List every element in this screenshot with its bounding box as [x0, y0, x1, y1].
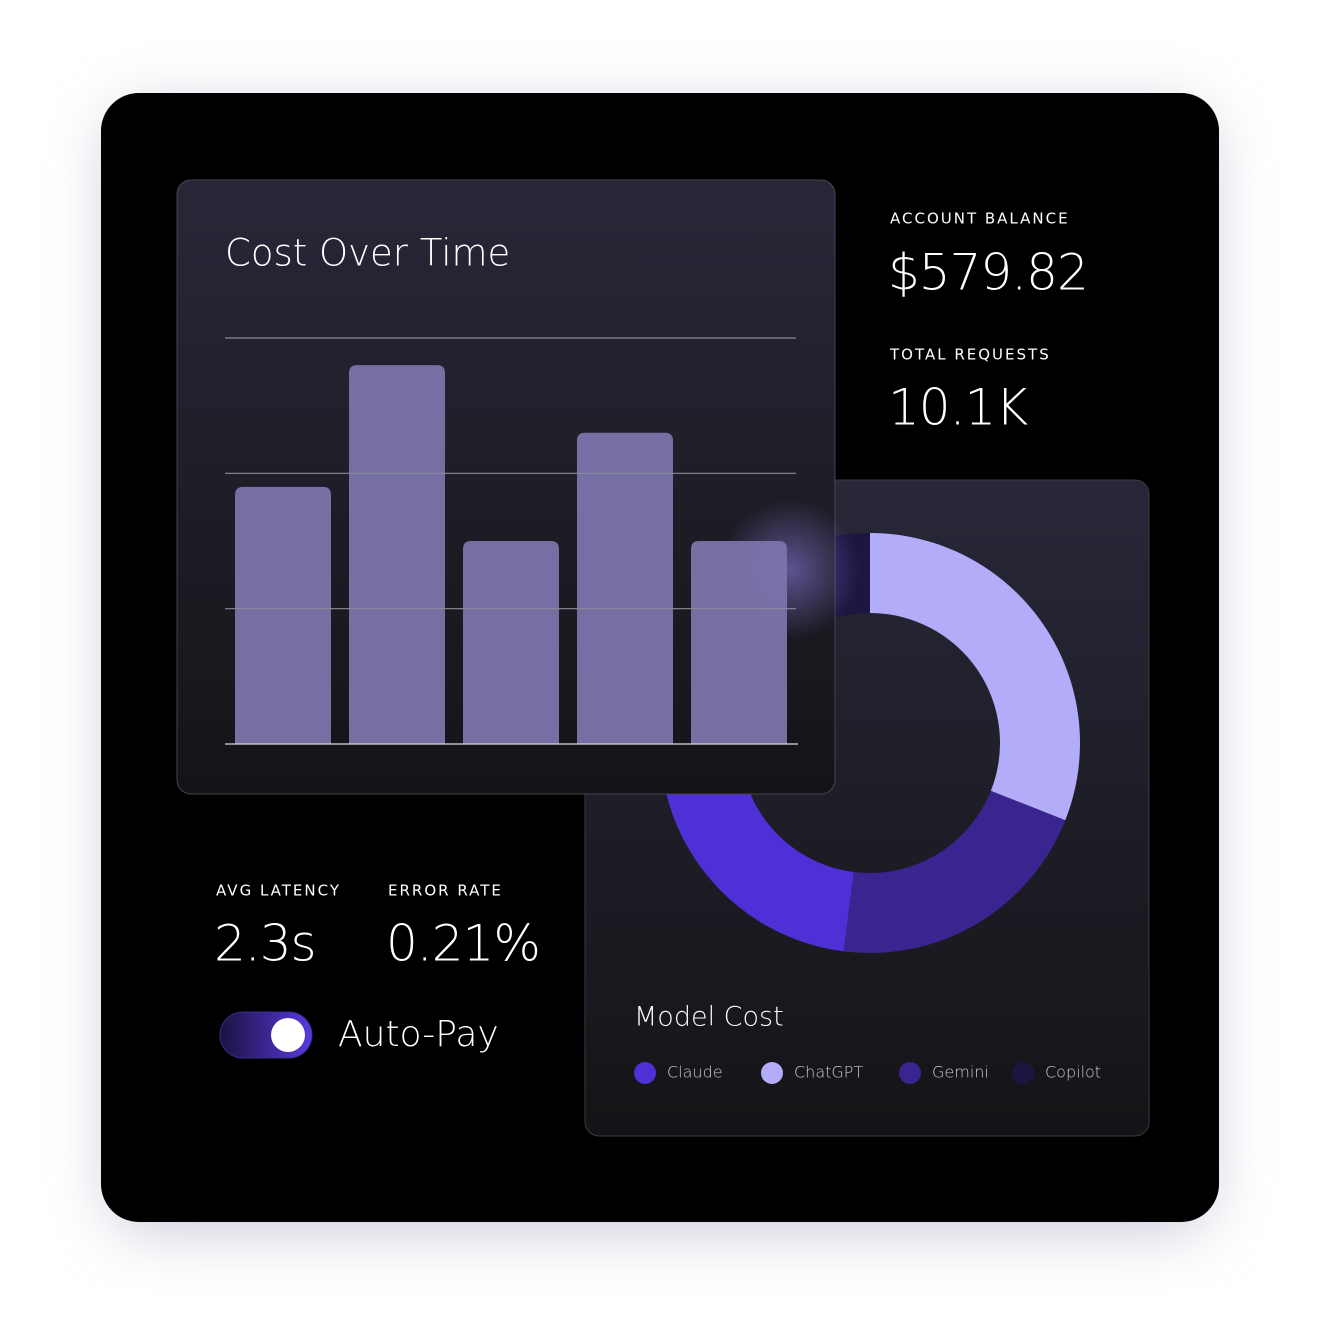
auto-pay-toggle[interactable]: Auto-Pay [219, 1011, 499, 1059]
legend-swatch [1012, 1062, 1034, 1084]
donut-segment [870, 533, 1080, 821]
stat-value: 0.21% [386, 915, 540, 973]
donut-segment [843, 790, 1066, 954]
stat-label: ACCOUNT BALANCE [890, 210, 1070, 228]
legend-swatch [899, 1062, 921, 1084]
bar-title: Cost Over Time [225, 232, 510, 275]
bar [463, 541, 559, 744]
legend-swatch [634, 1062, 656, 1084]
bar [577, 432, 673, 744]
toggle-knob[interactable] [271, 1018, 305, 1052]
stat-value: 2.3s [214, 915, 316, 973]
bar [235, 486, 331, 744]
legend-label: Claude [667, 1063, 723, 1082]
pie-title: Model Cost [634, 1002, 784, 1033]
stat-value: 10.1K [888, 379, 1028, 437]
toggle-label[interactable]: Auto-Pay [338, 1014, 499, 1055]
stat-value: $579.82 [888, 244, 1088, 302]
legend-label: Copilot [1045, 1063, 1101, 1082]
bar [691, 541, 787, 744]
bar [349, 365, 445, 744]
stat-label: ERROR RATE [388, 882, 503, 900]
legend-label: ChatGPT [794, 1063, 863, 1082]
stat-label: AVG LATENCY [216, 882, 341, 900]
legend-label: Gemini [932, 1063, 989, 1082]
bar-card: Cost Over Time [176, 179, 860, 795]
legend-swatch [761, 1062, 783, 1084]
stat-label: TOTAL REQUESTS [889, 346, 1051, 364]
